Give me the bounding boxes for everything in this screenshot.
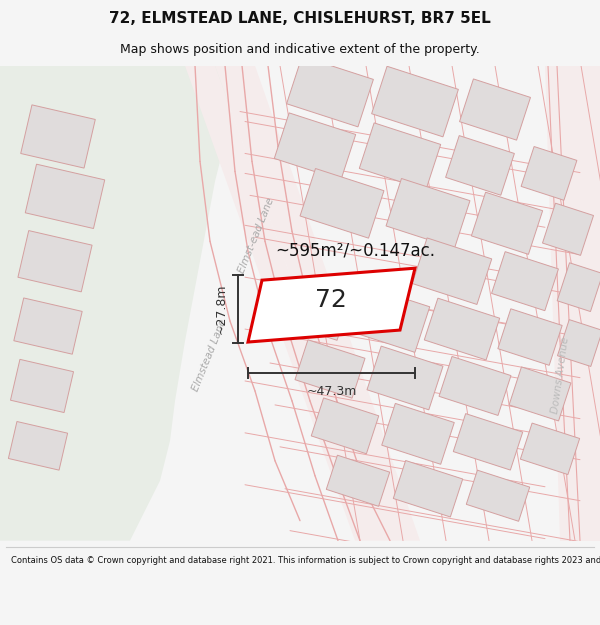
Polygon shape — [453, 414, 523, 470]
Polygon shape — [520, 423, 580, 474]
Polygon shape — [371, 66, 458, 137]
Text: ~27.8m: ~27.8m — [215, 284, 228, 334]
Text: 72, ELMSTEAD LANE, CHISLEHURST, BR7 5EL: 72, ELMSTEAD LANE, CHISLEHURST, BR7 5EL — [109, 11, 491, 26]
Polygon shape — [424, 298, 500, 360]
Polygon shape — [557, 262, 600, 311]
Text: Downs Avenue: Downs Avenue — [550, 336, 571, 414]
Polygon shape — [386, 179, 470, 248]
Text: ~595m²/~0.147ac.: ~595m²/~0.147ac. — [275, 241, 435, 259]
Polygon shape — [367, 346, 443, 410]
Polygon shape — [460, 79, 530, 140]
Polygon shape — [466, 470, 530, 521]
Polygon shape — [509, 367, 571, 421]
Polygon shape — [382, 403, 454, 464]
Polygon shape — [185, 66, 385, 541]
Polygon shape — [412, 238, 492, 304]
Polygon shape — [287, 56, 373, 127]
Polygon shape — [8, 421, 68, 470]
Text: Elmst­ead Lane: Elmst­ead Lane — [236, 196, 276, 274]
Polygon shape — [359, 123, 441, 190]
Polygon shape — [498, 309, 562, 365]
Text: Map shows position and indicative extent of the property.: Map shows position and indicative extent… — [120, 42, 480, 56]
Polygon shape — [521, 146, 577, 200]
Polygon shape — [472, 192, 542, 254]
Text: Elmstead Lane: Elmstead Lane — [191, 318, 229, 392]
Polygon shape — [446, 136, 514, 195]
Polygon shape — [311, 398, 379, 454]
Polygon shape — [300, 169, 384, 238]
Polygon shape — [491, 252, 559, 311]
Polygon shape — [295, 340, 365, 398]
Polygon shape — [280, 282, 350, 340]
Polygon shape — [248, 268, 415, 342]
Polygon shape — [18, 231, 92, 292]
Text: Contains OS data © Crown copyright and database right 2021. This information is : Contains OS data © Crown copyright and d… — [11, 556, 600, 565]
Polygon shape — [14, 298, 82, 354]
Polygon shape — [350, 286, 430, 352]
Text: ~47.3m: ~47.3m — [307, 385, 356, 398]
Polygon shape — [0, 66, 230, 541]
Polygon shape — [439, 356, 511, 416]
Polygon shape — [542, 203, 593, 256]
Polygon shape — [10, 359, 74, 413]
Polygon shape — [545, 66, 600, 541]
Polygon shape — [25, 164, 105, 229]
Text: 72: 72 — [316, 288, 347, 312]
Polygon shape — [393, 461, 463, 517]
Polygon shape — [274, 113, 356, 180]
Polygon shape — [215, 66, 420, 541]
Polygon shape — [557, 319, 600, 366]
Polygon shape — [326, 455, 390, 506]
Polygon shape — [21, 105, 95, 168]
